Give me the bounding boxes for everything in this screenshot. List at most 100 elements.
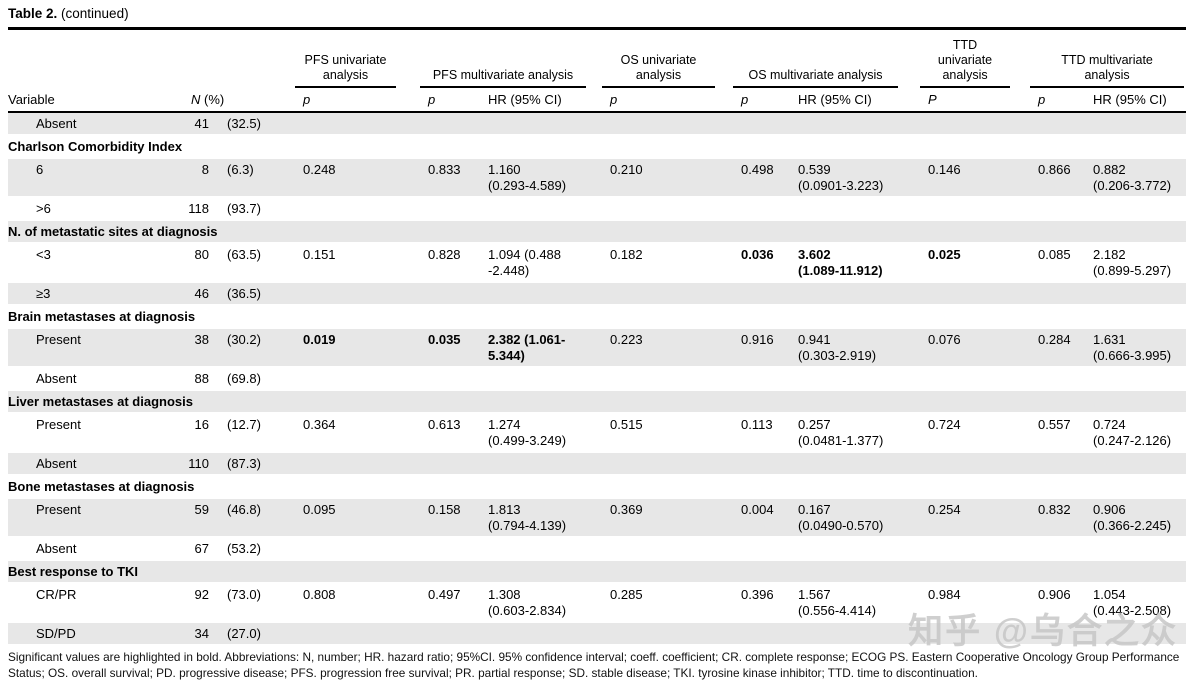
p-value-cell: 0.095: [295, 498, 420, 538]
p-value-cell: [920, 537, 1031, 561]
p-value-cell: [1030, 282, 1086, 306]
p-value-cell: [295, 112, 420, 136]
table-body: Absent 41 (32.5) Charlson Comorbidity Index…: [8, 112, 1187, 646]
group-label: TTD multivariate analysis: [1030, 53, 1185, 88]
p-value-cell: [920, 112, 1031, 136]
p-value-cell: 0.151: [295, 243, 420, 283]
variable-cell: Absent: [8, 112, 173, 136]
hr-ci-cell: [1085, 367, 1187, 391]
p-value-cell: 0.076: [920, 328, 1031, 368]
p-value-cell: 0.284: [1030, 328, 1086, 368]
hr-ci-cell: 0.724 (0.247-2.126): [1085, 413, 1187, 453]
hr-ci-cell: 0.539 (0.0901-3.223): [790, 158, 921, 198]
p-value-cell: 0.364: [295, 413, 420, 453]
p-value-cell: 0.019: [295, 328, 420, 368]
group-label: PFS univariate analysis: [295, 53, 396, 88]
hr-ci-cell: [1085, 282, 1187, 306]
p-value-cell: [920, 197, 1031, 221]
percent-cell: (73.0): [213, 583, 295, 623]
group-os-univariate: OS univariate analysis: [602, 29, 733, 88]
table-row: ≥3 46 (36.5): [8, 282, 1187, 306]
n-cell: 46: [173, 282, 213, 306]
percent-cell: (69.8): [213, 367, 295, 391]
n-cell: 88: [173, 367, 213, 391]
p-value-cell: [420, 112, 480, 136]
hr-ci-cell: [480, 112, 603, 136]
p-value-cell: [733, 282, 791, 306]
table-title: Table 2. (continued): [8, 3, 1186, 27]
variable-cell: <3: [8, 243, 173, 283]
variable-cell: Present: [8, 498, 173, 538]
empty-cell: [295, 475, 1187, 499]
p-value-cell: [602, 112, 734, 136]
p-value-cell: 0.613: [420, 413, 480, 453]
hr-ci-cell: [480, 282, 603, 306]
hr-ci-cell: [480, 537, 603, 561]
hr-ci-cell: [1085, 197, 1187, 221]
n-cell: 59: [173, 498, 213, 538]
empty-cell: [295, 560, 1187, 584]
hr-ci-cell: 2.382 (1.061- 5.344): [480, 328, 603, 368]
p-value-cell: [420, 197, 480, 221]
table-row: Present 38 (30.2) 0.019 0.035 2.382 (1.061- 5…: [8, 328, 1187, 368]
column-header-pfs-m-hr: HR (95% CI): [480, 88, 603, 113]
hr-ci-cell: [790, 282, 921, 306]
n-cell: 80: [173, 243, 213, 283]
p-value-cell: [733, 452, 791, 476]
n-cell: 118: [173, 197, 213, 221]
p-value-cell: [733, 197, 791, 221]
table-row: Absent 110 (87.3): [8, 452, 1187, 476]
percent-cell: (87.3): [213, 452, 295, 476]
group-pfs-univariate: PFS univariate analysis: [295, 29, 420, 88]
p-value-cell: 0.497: [420, 583, 480, 623]
table-title-suffix: (continued): [57, 6, 129, 21]
hr-ci-cell: 1.631 (0.666-3.995): [1085, 328, 1187, 368]
group-pfs-multivariate: PFS multivariate analysis: [420, 29, 602, 88]
p-value-cell: [602, 452, 734, 476]
p-value-cell: [1030, 197, 1086, 221]
group-ttd-univariate: TTD univariate analysis: [920, 29, 1030, 88]
hr-ci-cell: [1085, 622, 1187, 646]
variable-cell: ≥3: [8, 282, 173, 306]
p-value-cell: [602, 622, 734, 646]
p-value-cell: 0.916: [733, 328, 791, 368]
column-header-n-pct: N (%): [173, 88, 295, 113]
column-header-os-m-p: p: [733, 88, 791, 113]
p-value-cell: [602, 367, 734, 391]
column-header-ttd-m-p: p: [1030, 88, 1086, 113]
p-value-cell: 0.285: [602, 583, 734, 623]
hr-ci-cell: [790, 112, 921, 136]
section-row: Bone metastases at diagnosis: [8, 475, 1187, 499]
empty-cell: [295, 220, 1187, 244]
percent-cell: (6.3): [213, 158, 295, 198]
section-row: Best response to TKI: [8, 560, 1187, 584]
p-value-cell: [920, 452, 1031, 476]
group-ttd-multivariate: TTD multivariate analysis: [1030, 29, 1186, 88]
p-value-cell: 0.004: [733, 498, 791, 538]
p-value-cell: [1030, 112, 1086, 136]
hr-ci-cell: 0.941 (0.303-2.919): [790, 328, 921, 368]
p-value-cell: [1030, 367, 1086, 391]
p-value-cell: 0.223: [602, 328, 734, 368]
percent-cell: (63.5): [213, 243, 295, 283]
empty-header-cell: [8, 29, 295, 89]
section-row: Brain metastases at diagnosis: [8, 305, 1187, 329]
percent-cell: (12.7): [213, 413, 295, 453]
p-value-cell: [920, 622, 1031, 646]
p-value-cell: 0.248: [295, 158, 420, 198]
p-value-cell: 0.808: [295, 583, 420, 623]
p-value-cell: 0.036: [733, 243, 791, 283]
p-value-cell: [733, 112, 791, 136]
p-value-cell: 0.557: [1030, 413, 1086, 453]
p-value-cell: 0.833: [420, 158, 480, 198]
section-row: Charlson Comorbidity Index: [8, 135, 1187, 159]
hr-ci-cell: [790, 622, 921, 646]
section-row: Liver metastases at diagnosis: [8, 390, 1187, 414]
table-row: 6 8 (6.3) 0.248 0.833 1.160 (0.293-4.589) 0.21…: [8, 158, 1187, 198]
hr-ci-cell: [1085, 452, 1187, 476]
column-header-pfs-m-p: p: [420, 88, 480, 113]
hr-ci-cell: [1085, 537, 1187, 561]
hr-ci-cell: 2.182 (0.899-5.297): [1085, 243, 1187, 283]
section-row: N. of metastatic sites at diagnosis: [8, 220, 1187, 244]
p-value-cell: [920, 367, 1031, 391]
